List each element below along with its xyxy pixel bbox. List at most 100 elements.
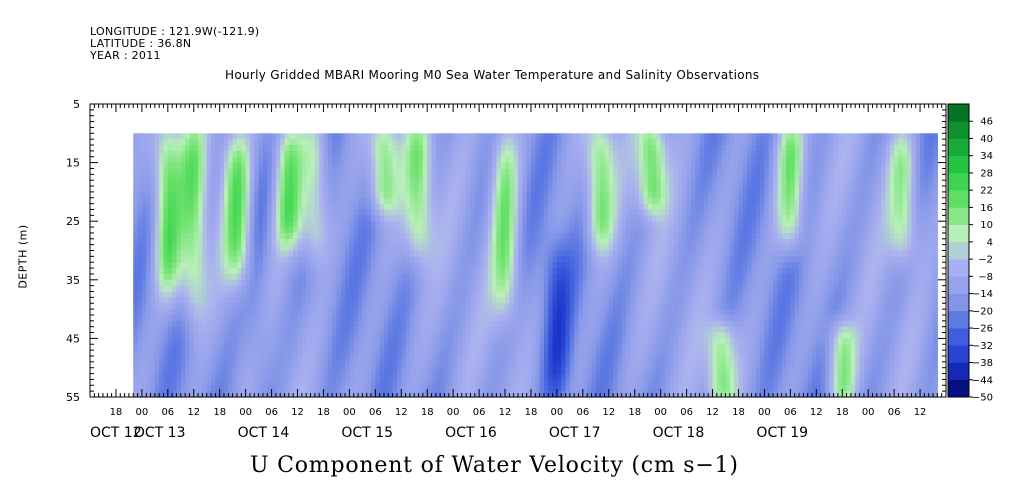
field-cell — [267, 250, 273, 257]
field-cell — [332, 332, 338, 339]
field-cell — [176, 361, 182, 369]
field-cell — [301, 133, 307, 140]
field-cell — [345, 332, 350, 339]
field-cell — [327, 303, 333, 310]
field-cell — [133, 209, 139, 216]
field-cell — [249, 344, 255, 351]
field-cell — [561, 297, 567, 304]
field-cell — [336, 221, 342, 228]
field-cell — [349, 338, 355, 345]
field-cell — [297, 197, 303, 205]
field-cell — [379, 191, 385, 199]
field-cell — [137, 227, 143, 234]
field-cell — [306, 145, 312, 152]
field-cell — [293, 180, 299, 187]
field-cell — [487, 320, 493, 328]
field-cell — [453, 314, 459, 322]
field-cell — [267, 338, 273, 345]
field-cell — [146, 250, 152, 257]
field-cell — [236, 232, 242, 240]
field-cell — [569, 385, 575, 392]
field-cell — [353, 139, 359, 146]
field-cell — [133, 279, 139, 287]
field-cell — [232, 285, 238, 293]
field-cell — [526, 303, 532, 310]
field-cell — [159, 391, 165, 398]
field-cell — [483, 256, 489, 263]
field-cell — [185, 145, 191, 152]
field-cell — [284, 221, 290, 228]
field-cell — [345, 221, 350, 228]
field-cell — [574, 297, 580, 304]
field-cell — [396, 227, 402, 234]
field-cell — [379, 338, 385, 345]
field-cell — [271, 391, 277, 398]
field-cell — [582, 215, 588, 222]
field-cell — [336, 314, 342, 322]
field-cell — [163, 303, 169, 310]
field-cell — [608, 350, 614, 357]
field-cell — [353, 250, 359, 257]
field-cell — [526, 314, 532, 322]
field-cell — [150, 215, 156, 222]
field-cell — [500, 291, 506, 298]
field-cell — [569, 262, 575, 269]
field-cell — [332, 244, 338, 252]
field-cell — [301, 285, 307, 293]
field-cell — [526, 133, 532, 140]
field-cell — [154, 209, 160, 216]
field-cell — [159, 250, 165, 257]
field-cell — [414, 174, 420, 181]
field-cell — [401, 186, 407, 193]
field-cell — [474, 350, 480, 357]
field-cell — [505, 326, 510, 334]
field-cell — [444, 238, 450, 246]
field-cell — [461, 133, 467, 140]
field-cell — [492, 256, 497, 263]
field-cell — [288, 145, 294, 152]
field-cell — [323, 326, 329, 334]
field-cell — [409, 350, 415, 357]
field-cell — [288, 250, 294, 257]
field-cell — [483, 314, 489, 322]
field-cell — [466, 186, 472, 193]
field-cell — [366, 338, 372, 345]
field-cell — [474, 262, 480, 269]
field-cell — [375, 156, 381, 164]
field-cell — [595, 191, 601, 199]
field-cell — [193, 355, 199, 363]
field-cell — [366, 215, 372, 222]
field-cell — [349, 221, 355, 228]
field-cell — [189, 150, 195, 158]
field-cell — [366, 314, 372, 322]
field-cell — [470, 227, 476, 234]
field-cell — [262, 145, 268, 152]
field-cell — [461, 203, 467, 211]
field-cell — [578, 221, 584, 228]
field-cell — [314, 361, 320, 369]
field-cell — [574, 268, 580, 275]
field-cell — [422, 320, 428, 328]
field-cell — [154, 332, 160, 339]
field-cell — [349, 250, 355, 257]
field-cell — [530, 180, 536, 187]
field-cell — [146, 320, 152, 328]
field-cell — [336, 150, 342, 158]
field-cell — [224, 309, 229, 316]
field-cell — [262, 162, 268, 170]
field-cell — [249, 309, 255, 316]
field-cell — [154, 256, 160, 263]
field-cell — [582, 221, 588, 228]
field-cell — [457, 314, 463, 322]
field-cell — [154, 273, 160, 281]
field-cell — [556, 191, 562, 199]
field-cell — [340, 238, 346, 246]
field-cell — [202, 303, 208, 310]
field-cell — [518, 332, 523, 339]
field-cell — [565, 168, 571, 175]
field-cell — [431, 309, 437, 316]
field-cell — [137, 168, 143, 175]
field-cell — [379, 291, 385, 298]
field-cell — [141, 338, 147, 345]
field-cell — [366, 250, 372, 257]
